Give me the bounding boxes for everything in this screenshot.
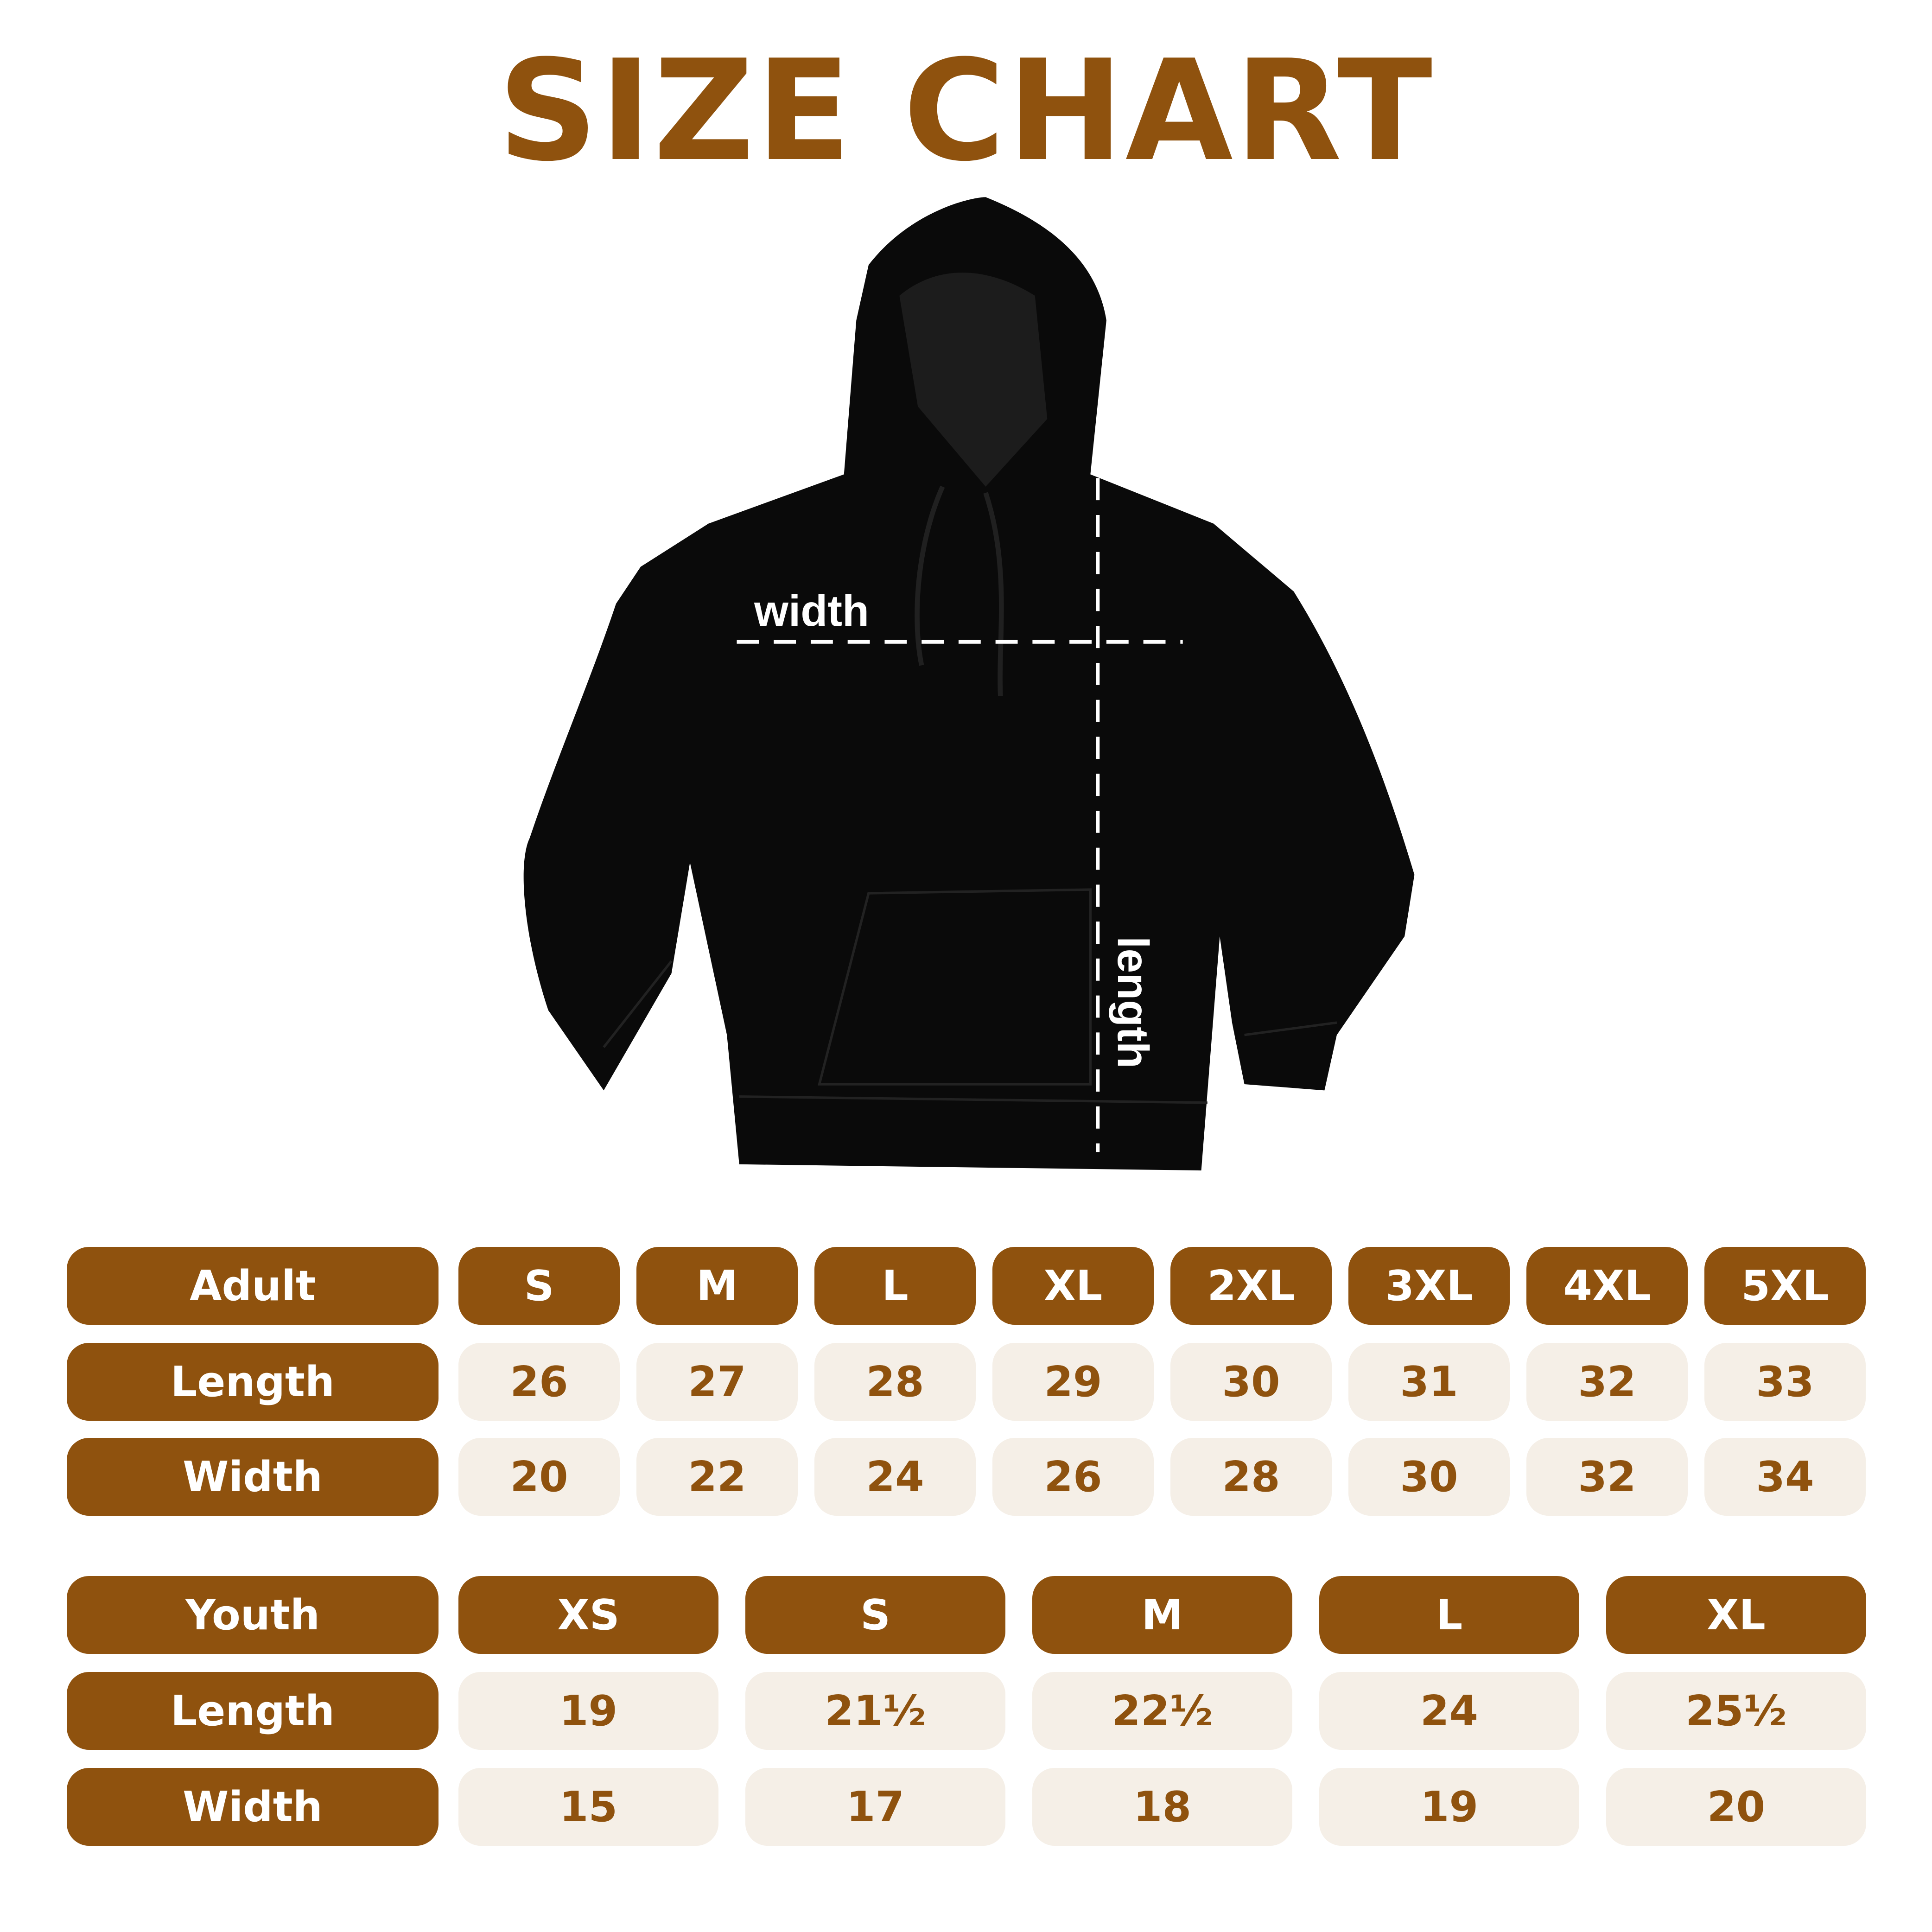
size-header: XS [458,1576,718,1654]
width-value: 34 [1704,1438,1866,1516]
size-header: L [814,1247,976,1325]
length-value: 28 [814,1343,976,1421]
adult-header: Adult [67,1247,439,1325]
size-header: 3XL [1348,1247,1510,1325]
row-label: Length [67,1343,439,1421]
length-value: 19 [458,1672,718,1750]
length-value: 30 [1170,1343,1332,1421]
row-label: Length [67,1672,439,1750]
page-title: SIZE CHART [497,30,1435,192]
width-value: 22 [636,1438,798,1516]
width-value: 19 [1319,1768,1579,1846]
width-value: 18 [1032,1768,1292,1846]
width-value: 15 [458,1768,718,1846]
size-header: S [745,1576,1005,1654]
youth-header: Youth [67,1576,439,1654]
length-value: 26 [458,1343,620,1421]
hoodie-image [523,197,1415,1171]
width-value: 28 [1170,1438,1332,1516]
length-value: 22½ [1032,1672,1292,1750]
length-value: 21½ [745,1672,1005,1750]
youth-width-row: Width 15 17 18 19 20 [67,1768,1893,1846]
size-header: S [458,1247,620,1325]
length-value: 27 [636,1343,798,1421]
width-value: 20 [458,1438,620,1516]
row-label: Width [67,1768,439,1846]
length-value: 24 [1319,1672,1579,1750]
length-label: length [1108,936,1157,1068]
hoodie-diagram: width length [523,197,1415,1171]
length-value: 31 [1348,1343,1510,1421]
size-header: 2XL [1170,1247,1332,1325]
adult-length-row: Length 26 27 28 29 30 31 32 33 [67,1343,1882,1421]
size-header: XL [1606,1576,1866,1654]
width-value: 20 [1606,1768,1866,1846]
youth-header-row: Youth XS S M L XL [67,1576,1893,1654]
adult-width-row: Width 20 22 24 26 28 30 32 34 [67,1438,1882,1516]
size-header: 4XL [1526,1247,1688,1325]
size-header: L [1319,1576,1579,1654]
width-value: 32 [1526,1438,1688,1516]
length-value: 33 [1704,1343,1866,1421]
length-value: 25½ [1606,1672,1866,1750]
length-value: 29 [992,1343,1154,1421]
size-header: 5XL [1704,1247,1866,1325]
width-value: 24 [814,1438,976,1516]
size-header: XL [992,1247,1154,1325]
youth-length-row: Length 19 21½ 22½ 24 25½ [67,1672,1893,1750]
adult-header-row: Adult S M L XL 2XL 3XL 4XL 5XL [67,1247,1882,1325]
width-value: 30 [1348,1438,1510,1516]
size-header: M [636,1247,798,1325]
length-value: 32 [1526,1343,1688,1421]
width-label: width [754,586,869,636]
width-value: 17 [745,1768,1005,1846]
row-label: Width [67,1438,439,1516]
width-value: 26 [992,1438,1154,1516]
size-header: M [1032,1576,1292,1654]
